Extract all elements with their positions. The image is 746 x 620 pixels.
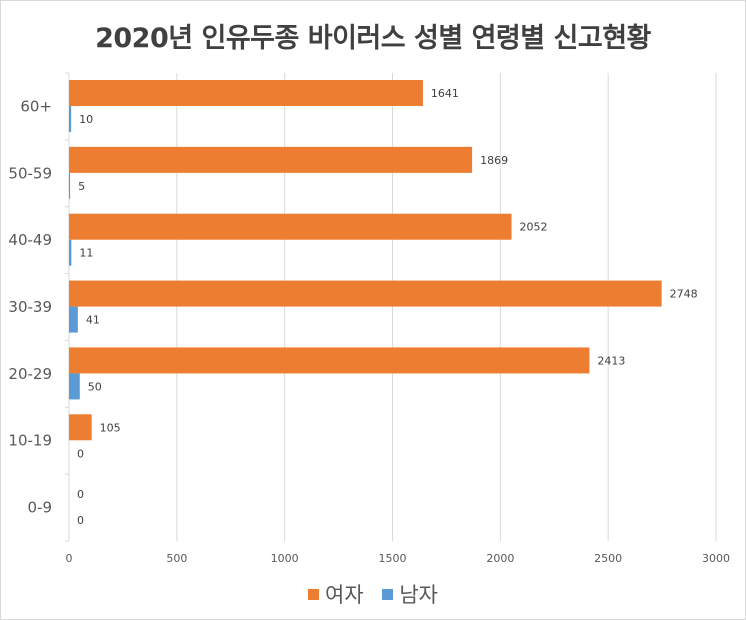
data-label: 0 xyxy=(77,514,84,527)
category-label: 20-29 xyxy=(8,365,52,383)
bar-female-60+ xyxy=(69,80,423,106)
bar-female-50-59 xyxy=(69,146,473,173)
data-label: 2748 xyxy=(670,288,698,301)
plot-area: 0 500 1000 1500 2000 2500 300060+16411050-5918… xyxy=(8,72,730,565)
data-label: 1641 xyxy=(431,87,459,100)
data-label: 50 xyxy=(88,380,102,393)
chart-title: 2020년 인유두종 바이러스 성별 연령별 신고현황 xyxy=(95,23,651,54)
category-label: 10-19 xyxy=(8,432,52,450)
bar-female-10-19 xyxy=(69,414,92,441)
bar-male-30-39 xyxy=(69,306,78,333)
x-tick-label: 2000 xyxy=(486,552,514,565)
data-label: 2052 xyxy=(520,221,548,234)
legend-swatch-male xyxy=(382,588,394,600)
x-tick-label: 500 xyxy=(166,552,187,565)
data-label: 41 xyxy=(86,314,100,327)
legend-item-male: 남자 xyxy=(382,579,438,609)
bar-male-60+ xyxy=(69,106,72,132)
legend-swatch-female xyxy=(308,588,320,600)
bar-male-50-59 xyxy=(69,172,71,199)
category-label: 40-49 xyxy=(8,231,52,249)
legend-label-male: 남자 xyxy=(399,583,438,607)
data-label: 105 xyxy=(100,421,121,434)
bar-female-40-49 xyxy=(69,213,512,240)
bar-female-20-29 xyxy=(69,347,590,374)
legend-label-female: 여자 xyxy=(325,583,364,607)
legend: 여자 남자 xyxy=(0,579,746,609)
data-label: 2413 xyxy=(597,354,625,367)
x-tick-label: 1000 xyxy=(271,552,299,565)
category-label: 50-59 xyxy=(8,164,52,182)
category-label: 30-39 xyxy=(8,298,52,316)
data-label: 5 xyxy=(78,180,85,193)
bar-male-20-29 xyxy=(69,373,80,400)
x-tick-label: 3000 xyxy=(702,552,730,565)
data-label: 11 xyxy=(79,247,93,260)
category-label: 60+ xyxy=(20,97,52,115)
data-label: 0 xyxy=(77,447,84,460)
data-label: 1869 xyxy=(480,154,508,167)
data-label: 0 xyxy=(77,488,84,501)
category-label: 0-9 xyxy=(28,499,53,517)
legend-item-female: 여자 xyxy=(308,579,364,609)
bar-female-30-39 xyxy=(69,280,662,307)
x-tick-label: 2500 xyxy=(594,552,622,565)
bar-male-40-49 xyxy=(69,239,72,266)
data-label: 10 xyxy=(79,113,93,126)
x-tick-label: 0 xyxy=(66,552,73,565)
x-tick-label: 1500 xyxy=(379,552,407,565)
